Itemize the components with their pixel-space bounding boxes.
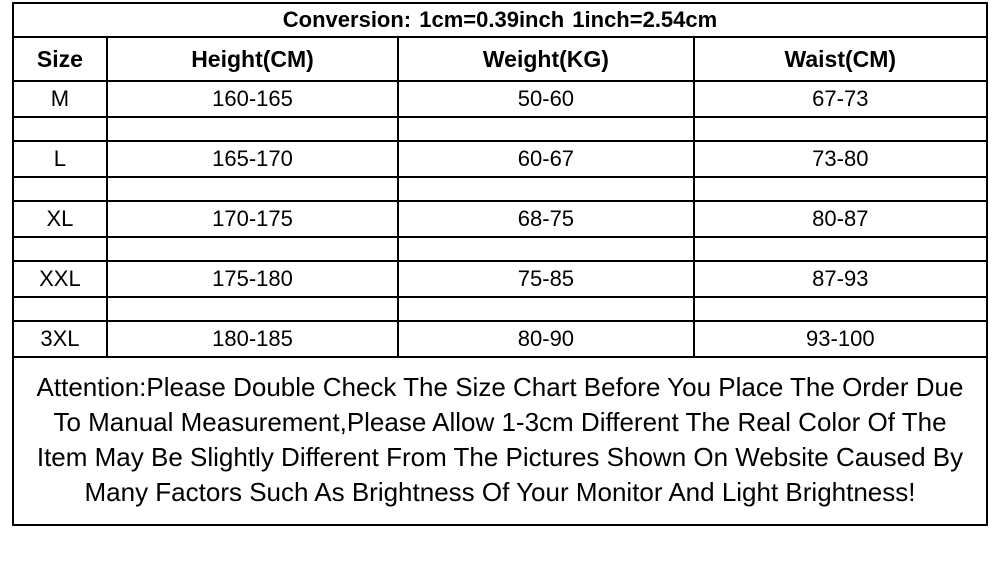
spacer-cell bbox=[695, 238, 986, 260]
cell-height: 175-180 bbox=[108, 262, 399, 296]
spacer-cell bbox=[108, 118, 399, 140]
spacer-row bbox=[14, 238, 986, 262]
cell-height: 160-165 bbox=[108, 82, 399, 116]
spacer-cell bbox=[14, 118, 108, 140]
spacer-cell bbox=[399, 298, 694, 320]
spacer-row bbox=[14, 178, 986, 202]
attention-note: Attention:Please Double Check The Size C… bbox=[14, 358, 986, 526]
col-size: Size bbox=[14, 38, 108, 80]
cell-height: 170-175 bbox=[108, 202, 399, 236]
cell-weight: 68-75 bbox=[399, 202, 694, 236]
spacer-cell bbox=[14, 238, 108, 260]
cell-height: 165-170 bbox=[108, 142, 399, 176]
cell-size: XL bbox=[14, 202, 108, 236]
cell-weight: 80-90 bbox=[399, 322, 694, 356]
table-row: L165-17060-6773-80 bbox=[14, 142, 986, 178]
spacer-cell bbox=[695, 298, 986, 320]
table-row: 3XL180-18580-9093-100 bbox=[14, 322, 986, 358]
col-height: Height(CM) bbox=[108, 38, 399, 80]
table-row: XL170-17568-7580-87 bbox=[14, 202, 986, 238]
cell-waist: 93-100 bbox=[695, 322, 986, 356]
spacer-cell bbox=[399, 178, 694, 200]
header-row: Size Height(CM) Weight(KG) Waist(CM) bbox=[14, 38, 986, 82]
size-chart: Conversion: 1cm=0.39inch 1inch=2.54cm Si… bbox=[12, 2, 988, 526]
table-row: XXL175-18075-8587-93 bbox=[14, 262, 986, 298]
spacer-cell bbox=[399, 238, 694, 260]
spacer-row bbox=[14, 298, 986, 322]
cell-size: L bbox=[14, 142, 108, 176]
col-waist: Waist(CM) bbox=[695, 38, 986, 80]
cell-weight: 75-85 bbox=[399, 262, 694, 296]
spacer-cell bbox=[695, 178, 986, 200]
conversion-title: Conversion: 1cm=0.39inch 1inch=2.54cm bbox=[14, 4, 986, 38]
cell-size: M bbox=[14, 82, 108, 116]
spacer-cell bbox=[108, 178, 399, 200]
cell-height: 180-185 bbox=[108, 322, 399, 356]
cell-size: XXL bbox=[14, 262, 108, 296]
cell-waist: 80-87 bbox=[695, 202, 986, 236]
table-row: M160-16550-6067-73 bbox=[14, 82, 986, 118]
cell-size: 3XL bbox=[14, 322, 108, 356]
spacer-row bbox=[14, 118, 986, 142]
spacer-cell bbox=[108, 238, 399, 260]
spacer-cell bbox=[14, 298, 108, 320]
col-weight: Weight(KG) bbox=[399, 38, 694, 80]
spacer-cell bbox=[108, 298, 399, 320]
spacer-cell bbox=[14, 178, 108, 200]
cell-weight: 60-67 bbox=[399, 142, 694, 176]
cell-waist: 73-80 bbox=[695, 142, 986, 176]
cell-weight: 50-60 bbox=[399, 82, 694, 116]
cell-waist: 67-73 bbox=[695, 82, 986, 116]
cell-waist: 87-93 bbox=[695, 262, 986, 296]
spacer-cell bbox=[695, 118, 986, 140]
spacer-cell bbox=[399, 118, 694, 140]
